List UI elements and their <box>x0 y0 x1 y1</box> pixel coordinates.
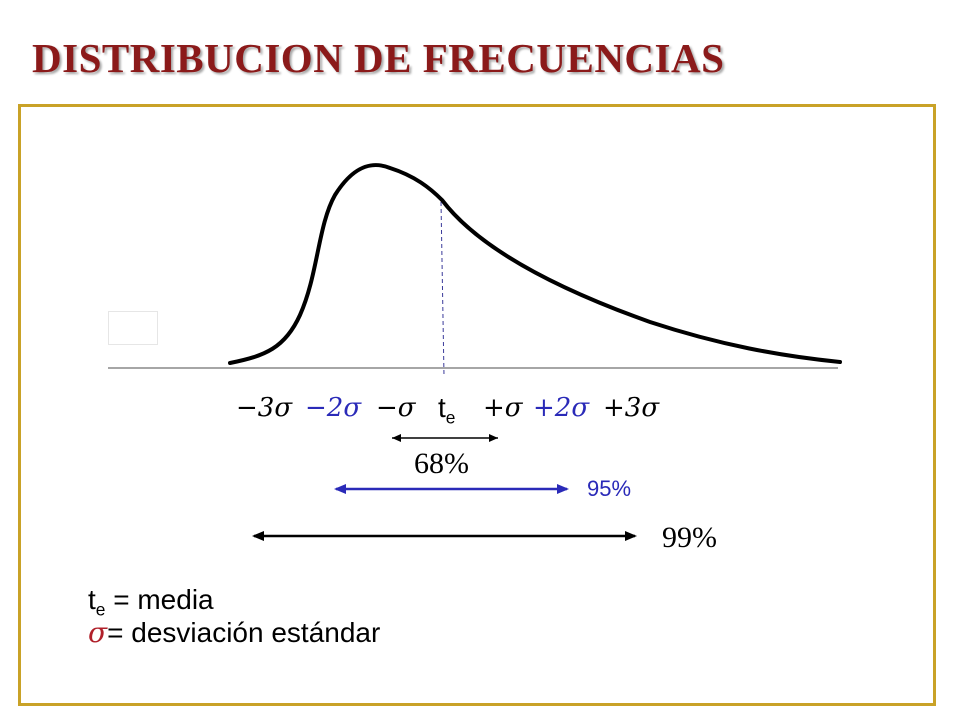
label-plus-1-sigma: +σ <box>483 393 523 423</box>
legend-te-text: = media <box>105 584 214 615</box>
blank-box <box>108 311 158 345</box>
mean-line <box>440 201 445 377</box>
label-99-percent: 99% <box>662 521 717 554</box>
legend-te-main: t <box>88 584 96 615</box>
label-95-percent: 95% <box>587 476 632 501</box>
range-68-arrow <box>392 434 498 442</box>
legend-sigma-symbol: σ <box>88 616 108 649</box>
range-99-arrow <box>252 531 637 541</box>
label-minus-3-sigma: −3σ <box>236 393 293 423</box>
label-mean-te: te <box>438 392 455 429</box>
range-95-arrow <box>334 484 569 494</box>
legend-te-subscript: e <box>95 599 106 620</box>
legend-sigma-equals: = <box>107 617 124 648</box>
legend-sigma-text: desviación estándar <box>123 617 381 648</box>
label-minus-2-sigma: −2σ <box>305 393 362 423</box>
diagram-frame <box>18 104 936 706</box>
label-plus-2-sigma: +2σ <box>533 393 590 423</box>
page-title: DISTRIBUCION DE FRECUENCIAS <box>32 35 725 81</box>
te-main: t <box>438 392 446 423</box>
te-subscript: e <box>445 407 456 428</box>
label-68-percent: 68% <box>414 447 469 480</box>
legend-mean: te = media <box>88 584 214 621</box>
label-plus-3-sigma: +3σ <box>603 393 660 423</box>
distribution-curve <box>228 163 842 365</box>
legend-sigma: σ= desviación estándar <box>88 616 380 649</box>
label-minus-1-sigma: −σ <box>376 393 416 423</box>
